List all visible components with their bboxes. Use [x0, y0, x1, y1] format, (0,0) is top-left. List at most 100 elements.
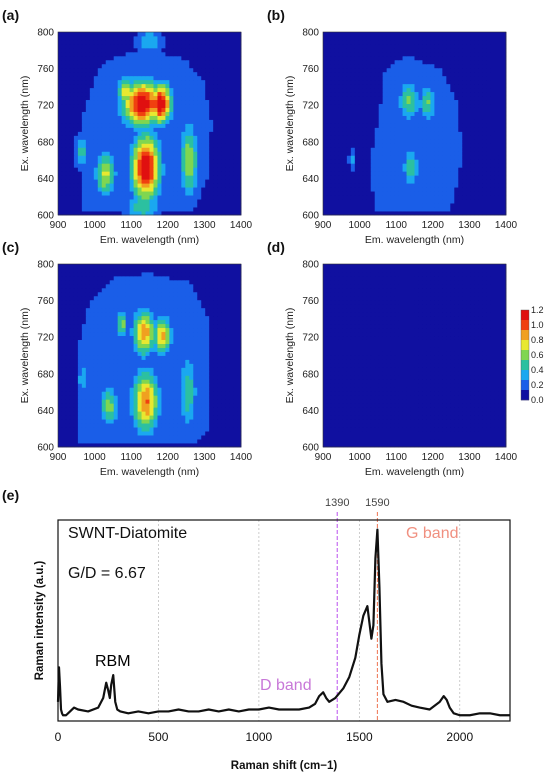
heatmap-cell: [113, 87, 119, 93]
heatmap-cell: [141, 71, 146, 77]
heatmap-cell: [181, 47, 186, 53]
heatmap-cell: [89, 103, 95, 108]
heatmap-cell: [129, 171, 134, 176]
heatmap-cell: [61, 91, 67, 97]
heatmap-cell: [85, 191, 91, 196]
heatmap-cell: [81, 443, 87, 448]
heatmap-cell: [125, 167, 131, 172]
heatmap-cell: [354, 111, 360, 116]
heatmap-cell: [209, 167, 214, 172]
heatmap-cell: [185, 155, 190, 160]
heatmap-cell: [101, 443, 107, 448]
heatmap-cell: [117, 403, 123, 408]
heatmap-cell: [458, 43, 463, 49]
heatmap-cell: [145, 59, 150, 65]
heatmap-cell: [390, 107, 396, 112]
heatmap-cell: [482, 203, 487, 208]
heatmap-cell: [125, 387, 131, 392]
heatmap-cell: [197, 439, 202, 444]
heatmap-cell: [330, 155, 336, 160]
heatmap-cell: [205, 55, 210, 61]
heatmap-cell: [121, 391, 127, 396]
heatmap-cell: [338, 203, 344, 208]
heatmap-cell: [93, 43, 99, 49]
heatmap-cell: [390, 123, 396, 128]
heatmap-cell: [197, 111, 202, 116]
heatmap-cell: [61, 403, 67, 408]
heatmap-cell: [426, 143, 431, 148]
x-tick-label: 1200: [422, 220, 445, 231]
heatmap-cell: [121, 415, 127, 420]
heatmap-cell: [338, 107, 344, 112]
heatmap-cell: [113, 95, 119, 101]
heatmap-cell: [81, 63, 87, 69]
heatmap-cell: [65, 183, 71, 188]
heatmap-cell: [141, 111, 146, 116]
heatmap-cell: [209, 71, 214, 77]
heatmap-cell: [101, 175, 107, 180]
heatmap-cell: [137, 383, 142, 388]
heatmap-cell: [225, 431, 230, 436]
heatmap-cell: [89, 99, 95, 105]
heatmap-cell: [113, 203, 119, 208]
heatmap-cell: [394, 183, 399, 188]
heatmap-cell: [157, 115, 162, 120]
heatmap-cell: [189, 91, 194, 97]
heatmap-cell: [93, 135, 99, 140]
heatmap-cell: [77, 47, 83, 53]
heatmap-cell: [422, 99, 427, 105]
heatmap-cell: [101, 159, 107, 164]
heatmap-cell: [81, 127, 87, 132]
heatmap-cell: [129, 159, 134, 164]
heatmap-cell: [217, 51, 222, 57]
heatmap-cell: [129, 83, 134, 89]
heatmap-cell: [346, 143, 352, 148]
heatmap-cell: [201, 159, 206, 164]
heatmap-cell: [458, 123, 463, 128]
heatmap-cell: [65, 191, 71, 196]
heatmap-cell: [97, 435, 103, 440]
heatmap-cell: [233, 179, 238, 184]
heatmap-cell: [101, 199, 107, 204]
heatmap-cell: [165, 191, 170, 196]
heatmap-cell: [237, 207, 242, 212]
heatmap-cell: [185, 211, 190, 216]
heatmap-cell: [323, 199, 328, 204]
heatmap-cell: [125, 99, 131, 105]
heatmap-cell: [470, 103, 475, 108]
heatmap-cell: [362, 111, 368, 116]
heatmap-cell: [225, 119, 230, 124]
heatmap-cell: [181, 211, 186, 216]
heatmap-cell: [430, 183, 435, 188]
heatmap-cell: [181, 439, 186, 444]
heatmap-cell: [77, 179, 83, 184]
heatmap-cell: [442, 155, 447, 160]
heatmap-cell: [73, 431, 79, 436]
heatmap-cell: [454, 207, 459, 212]
heatmap-cell: [334, 207, 340, 212]
heatmap-cell: [478, 79, 483, 85]
heatmap-cell: [157, 395, 162, 400]
heatmap-cell: [462, 67, 467, 73]
heatmap-cell: [205, 439, 210, 444]
heatmap-cell: [161, 439, 166, 444]
heatmap-cell: [109, 75, 115, 81]
heatmap-cell: [121, 439, 127, 444]
heatmap-cell: [85, 135, 91, 140]
heatmap-cell: [217, 435, 222, 440]
heatmap-cell: [374, 183, 380, 188]
heatmap-cell: [446, 115, 451, 120]
heatmap-cell: [402, 127, 407, 132]
heatmap-cell: [189, 171, 194, 176]
heatmap-cell: [410, 179, 415, 184]
heatmap-cell: [229, 35, 234, 41]
heatmap-cell: [450, 87, 455, 93]
heatmap-cell: [177, 107, 182, 112]
heatmap-cell: [330, 123, 336, 128]
heatmap-cell: [217, 187, 222, 192]
heatmap-cell: [173, 51, 178, 57]
heatmap-cell: [346, 35, 352, 41]
heatmap-cell: [65, 43, 71, 49]
heatmap-cell: [97, 83, 103, 89]
heatmap-cell: [346, 151, 352, 156]
